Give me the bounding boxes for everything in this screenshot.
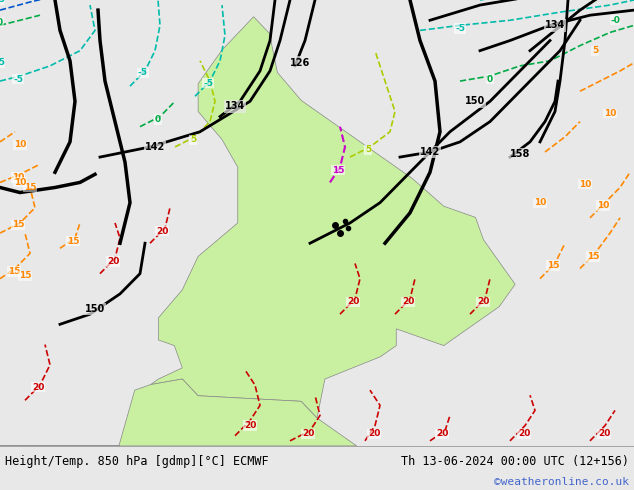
- Text: 15: 15: [19, 271, 31, 280]
- Text: 142: 142: [145, 142, 165, 152]
- Text: 20: 20: [107, 257, 119, 266]
- Text: -0: -0: [610, 16, 620, 25]
- Text: 158: 158: [510, 149, 530, 159]
- Text: 20: 20: [244, 421, 256, 430]
- Text: 5: 5: [190, 135, 196, 145]
- Text: 150: 150: [465, 97, 485, 106]
- Text: 20: 20: [32, 383, 44, 392]
- Text: 134: 134: [545, 21, 565, 30]
- Text: 20: 20: [156, 226, 168, 236]
- Text: 10: 10: [12, 173, 24, 182]
- Text: 20: 20: [347, 297, 359, 307]
- Text: 134: 134: [225, 101, 245, 111]
- Text: 15: 15: [586, 252, 599, 261]
- Text: 20: 20: [518, 429, 530, 438]
- Text: 20: 20: [477, 297, 489, 307]
- Text: Height/Temp. 850 hPa [gdmp][°C] ECMWF: Height/Temp. 850 hPa [gdmp][°C] ECMWF: [5, 455, 269, 468]
- Text: 15: 15: [23, 183, 36, 192]
- Text: 15: 15: [8, 267, 20, 276]
- Text: 20: 20: [402, 297, 414, 307]
- Text: -5: -5: [0, 0, 5, 4]
- Text: 10: 10: [14, 141, 26, 149]
- Text: 15: 15: [67, 237, 79, 245]
- Text: 142: 142: [420, 147, 440, 157]
- Text: 10: 10: [604, 109, 616, 118]
- Text: -5: -5: [455, 24, 465, 33]
- Text: 20: 20: [436, 429, 448, 438]
- Text: 10: 10: [534, 198, 546, 207]
- Text: 15: 15: [332, 166, 344, 175]
- Text: Th 13-06-2024 00:00 UTC (12+156): Th 13-06-2024 00:00 UTC (12+156): [401, 455, 629, 468]
- Text: 20: 20: [368, 429, 380, 438]
- Text: -5: -5: [203, 78, 213, 88]
- Text: -5: -5: [138, 69, 148, 77]
- Text: -5: -5: [0, 58, 5, 67]
- Text: ©weatheronline.co.uk: ©weatheronline.co.uk: [494, 477, 629, 487]
- Text: 0: 0: [0, 18, 3, 27]
- Text: 15: 15: [12, 220, 24, 229]
- Polygon shape: [150, 17, 515, 418]
- Text: 10: 10: [597, 201, 609, 210]
- Text: -5: -5: [13, 74, 23, 84]
- Polygon shape: [0, 379, 356, 446]
- Text: 0: 0: [487, 74, 493, 84]
- Text: 15: 15: [547, 261, 559, 270]
- Text: 20: 20: [598, 429, 610, 438]
- Text: 126: 126: [290, 58, 310, 68]
- Text: 10: 10: [579, 180, 591, 189]
- Text: 10: 10: [14, 178, 26, 187]
- Text: 5: 5: [592, 46, 598, 55]
- Text: 5: 5: [365, 146, 371, 154]
- Text: 150: 150: [85, 304, 105, 314]
- Text: 20: 20: [302, 429, 314, 438]
- Text: 0: 0: [155, 115, 161, 124]
